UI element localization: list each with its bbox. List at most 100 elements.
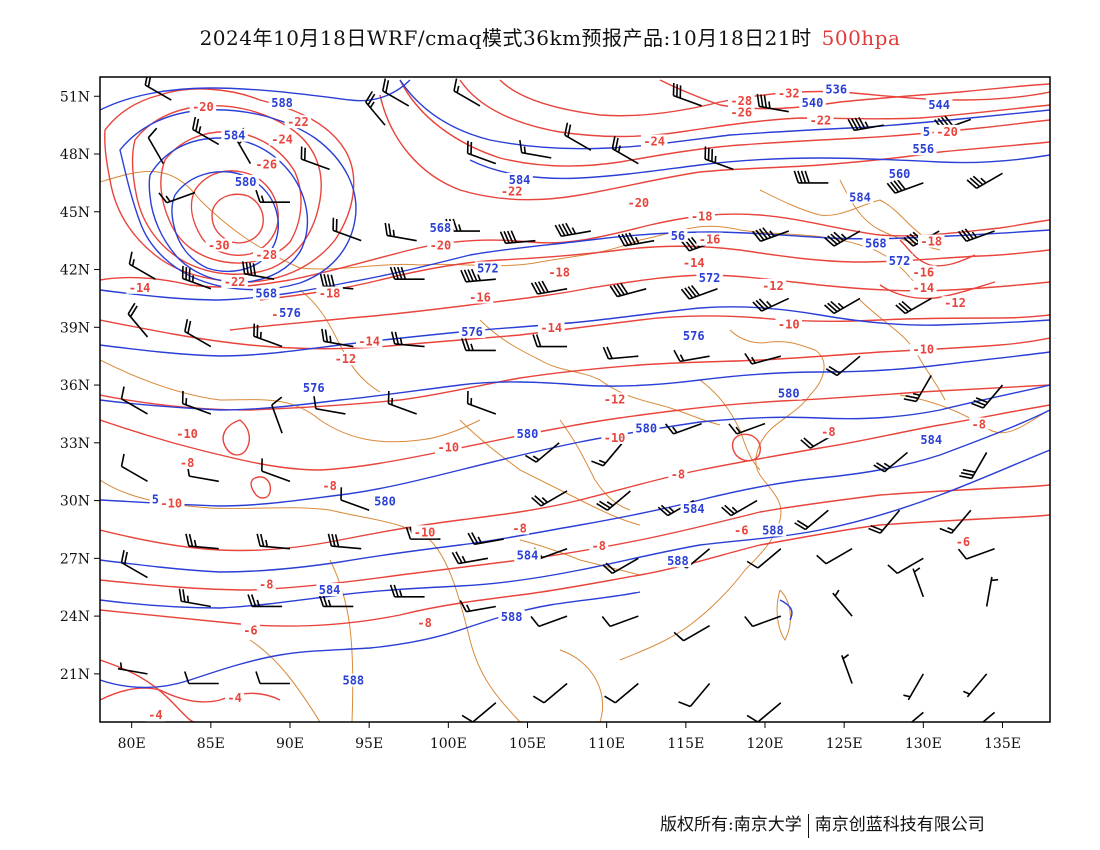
axes: 80E 85E 90E 95E 100E 105E 110E 115E 120E 125E 130E… bbox=[60, 89, 1021, 752]
wind-barb bbox=[532, 334, 568, 348]
wind-barb bbox=[158, 191, 196, 204]
wind-barb bbox=[824, 297, 861, 315]
wind-barb bbox=[253, 323, 283, 348]
height_contours_dagpm-label: 568 bbox=[255, 287, 277, 301]
lat-tick-label: 36N bbox=[60, 378, 90, 394]
map-title-main: 2024年10月18日WRF/cmaq模式36km预报产品:10月18日21时 bbox=[199, 26, 812, 50]
lat-tick-label: 51N bbox=[60, 89, 90, 105]
lat-tick-label: 24N bbox=[60, 609, 90, 625]
wind-barb bbox=[127, 302, 149, 338]
contour-label-bg bbox=[680, 328, 707, 342]
contour-label-bg bbox=[225, 690, 245, 704]
temperature_contours_c-label: -14 bbox=[129, 281, 151, 295]
contour-label-bg bbox=[158, 496, 185, 510]
wind-barb bbox=[389, 266, 425, 280]
contour-label-bg bbox=[807, 113, 834, 127]
contour-label-bg bbox=[799, 95, 826, 109]
wind-barb bbox=[390, 331, 425, 348]
lon-tick-label: 110E bbox=[588, 736, 625, 752]
contour-label-bg bbox=[205, 238, 232, 252]
contour-label-bg bbox=[759, 278, 787, 292]
contour-label-bg bbox=[332, 352, 359, 366]
temperature_contours_c-label: -30 bbox=[208, 238, 230, 252]
wind-barb bbox=[178, 588, 211, 608]
wind-barb bbox=[678, 682, 711, 708]
contour-label-bg bbox=[514, 548, 541, 562]
wind-barb bbox=[530, 280, 568, 295]
lat-tick-label: 21N bbox=[60, 667, 90, 683]
lat-tick-label: 33N bbox=[60, 436, 90, 452]
contour-label-bg bbox=[910, 265, 937, 279]
contour-label-bg bbox=[731, 523, 751, 537]
contour-label-bg bbox=[918, 234, 945, 248]
wind-barb bbox=[825, 355, 861, 377]
contour-label-bg bbox=[458, 325, 486, 339]
coastline-borders bbox=[100, 171, 1050, 722]
lon-tick-label: 130E bbox=[905, 736, 942, 752]
contour-label-bg bbox=[775, 386, 802, 400]
wind-barb bbox=[903, 375, 932, 403]
contour-label-bg bbox=[668, 467, 688, 481]
wind-barb bbox=[318, 594, 354, 608]
wind-barb bbox=[887, 557, 924, 575]
temperature_contours_c-label: -6 bbox=[956, 535, 970, 549]
wind-barb bbox=[611, 136, 639, 165]
lon-tick-label: 125E bbox=[826, 736, 863, 752]
contour-label-bg bbox=[941, 296, 969, 310]
wind-barb bbox=[895, 297, 932, 315]
temperature_contours_c-label: -10 bbox=[912, 342, 934, 356]
height_contours_dagpm-label: 580 bbox=[517, 427, 539, 441]
contour-label-bg bbox=[145, 708, 165, 722]
wind-barb bbox=[256, 533, 291, 550]
wind-barb bbox=[596, 490, 631, 511]
wind-barb bbox=[746, 702, 782, 722]
contour-label-bg bbox=[427, 221, 454, 235]
contour-label-bg bbox=[625, 196, 652, 210]
wind-barb bbox=[255, 189, 290, 203]
wind-barb bbox=[453, 78, 481, 107]
contour-label-bg bbox=[680, 502, 707, 516]
wind-barb bbox=[752, 227, 790, 243]
contour-label-bg bbox=[316, 286, 343, 300]
temperature_contours_c-label: -20 bbox=[192, 100, 214, 114]
wind-barb bbox=[255, 671, 290, 685]
temperature_contours_c-label: -10 bbox=[604, 431, 626, 445]
lon-tick-label: 95E bbox=[355, 736, 383, 752]
copyright-text: 版权所有:南京大学 bbox=[660, 815, 802, 835]
wind-barb bbox=[564, 122, 592, 151]
wind-barb bbox=[313, 396, 346, 415]
contour-label-bg bbox=[688, 209, 715, 223]
temperature_contours_c-label: -16 bbox=[699, 233, 721, 247]
temperature_contours_c-label: -8 bbox=[322, 479, 336, 493]
wind-barbs bbox=[117, 77, 1004, 722]
temperature-labels: -20-22-24-26-30-28-22-14-18-16-20-16-14-… bbox=[126, 86, 989, 722]
height_contours_dagpm-label: 588 bbox=[271, 96, 293, 110]
copyright-footer: 版权所有:南京大学 南京创蓝科技有限公司 bbox=[660, 810, 985, 838]
wind-barb bbox=[460, 268, 496, 283]
wind-barb bbox=[963, 673, 988, 698]
wind-barb bbox=[461, 702, 497, 722]
temperature_contours_c-label: -18 bbox=[548, 265, 570, 279]
contour-label-bg bbox=[498, 184, 525, 198]
lon-tick-label: 115E bbox=[667, 736, 704, 752]
contour-label-bg bbox=[818, 425, 838, 439]
height_contours_dagpm-label: 588 bbox=[667, 554, 689, 568]
lat-tick-label: 45N bbox=[60, 205, 90, 221]
contour-label-bg bbox=[696, 271, 723, 285]
contour-label-bg bbox=[728, 105, 755, 119]
contour-label-bg bbox=[886, 167, 913, 181]
contour-label-bg bbox=[240, 623, 260, 637]
height_contours_dagpm-label: 5 bbox=[152, 493, 159, 507]
wind-barb bbox=[673, 625, 710, 642]
contour-label-bg bbox=[696, 232, 723, 246]
contour-label-bg bbox=[221, 128, 248, 142]
temperature-isotherms bbox=[100, 79, 1050, 722]
contour-label-bg bbox=[920, 124, 933, 138]
wind-barb bbox=[966, 172, 1003, 189]
wind-barb bbox=[147, 127, 165, 165]
height_contours_dagpm-label: 588 bbox=[501, 610, 523, 624]
wind-barb bbox=[120, 550, 148, 579]
wind-barb bbox=[467, 532, 504, 546]
wind-barb bbox=[756, 93, 789, 113]
contour-label-bg bbox=[969, 417, 989, 431]
